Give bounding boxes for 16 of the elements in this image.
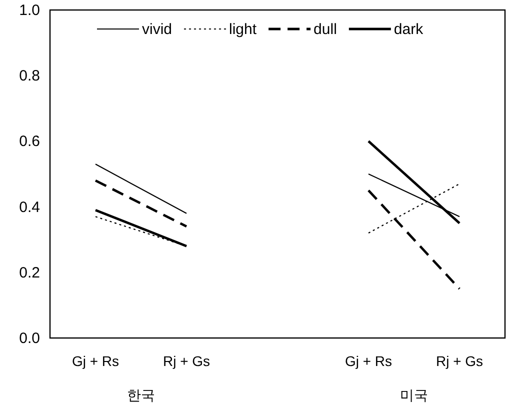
ytick: 0.0: [19, 330, 40, 347]
legend-label: dull: [314, 21, 337, 38]
xtick: Gj + Rs: [344, 353, 392, 369]
ytick: 0.8: [19, 68, 40, 85]
legend-label: light: [229, 21, 257, 38]
ytick: 0.4: [19, 198, 40, 216]
legend-label: vivid: [142, 21, 172, 38]
ytick: 0.2: [19, 264, 40, 282]
xtick: Rj + Gs: [436, 353, 484, 369]
ytick: 1.0: [19, 2, 40, 19]
annotation: 한국: [127, 387, 155, 403]
ytick: 0.6: [19, 133, 40, 150]
legend-label: dark: [394, 21, 424, 38]
annotation: 미국: [400, 387, 428, 403]
xtick: Rj + Gs: [162, 353, 210, 369]
xtick: Gj + Rs: [72, 353, 120, 369]
